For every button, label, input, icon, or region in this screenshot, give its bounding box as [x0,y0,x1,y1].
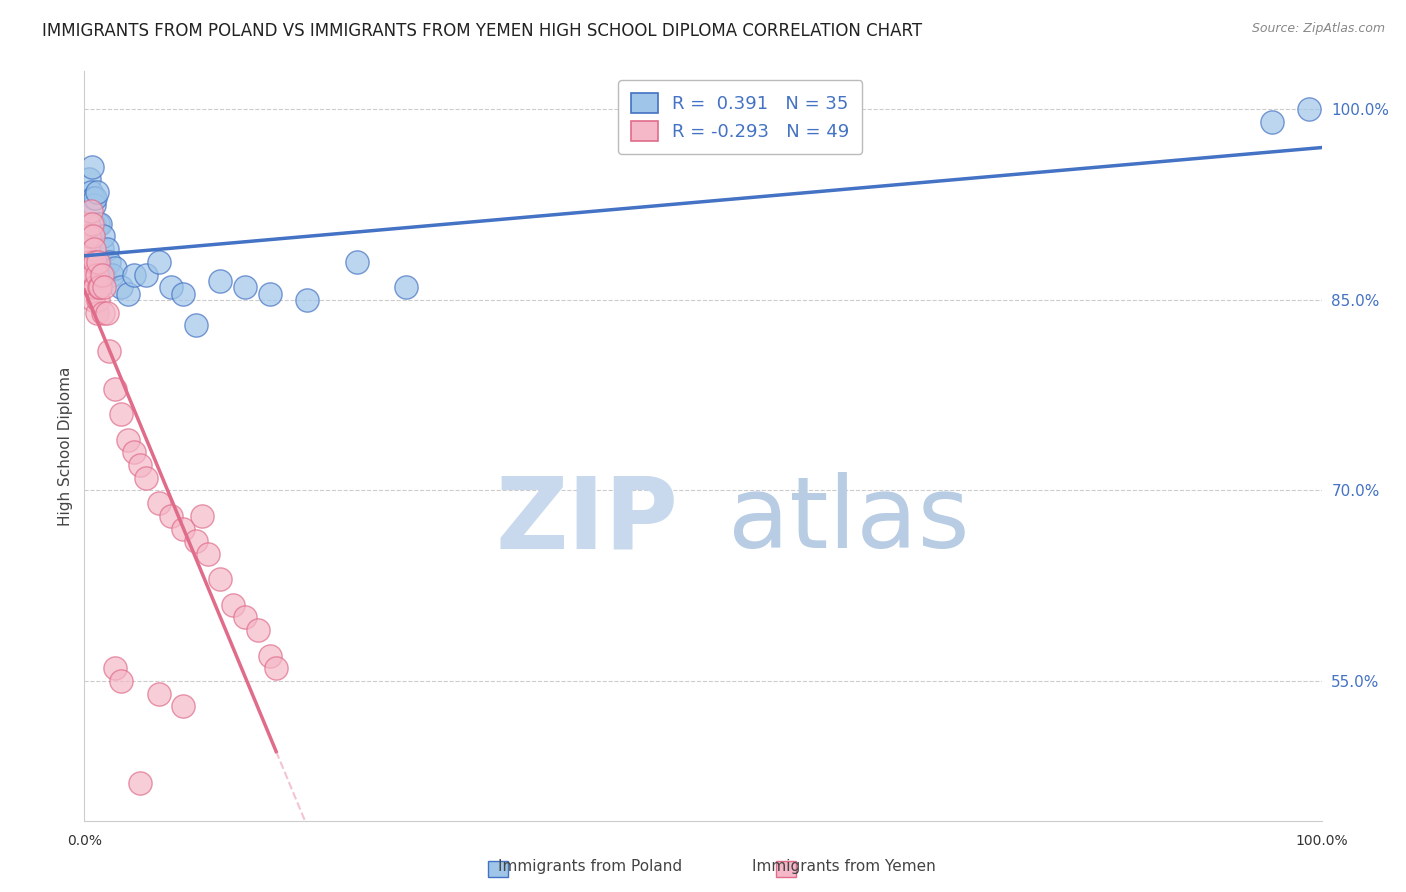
Point [83,217,105,231]
Point [82,293,104,307]
Point [184,534,207,549]
Point [1261,115,1284,129]
Point [96,306,118,320]
Point [87,217,110,231]
Point [184,318,207,333]
Point [80,255,103,269]
Point [122,445,145,459]
Point [172,522,194,536]
Bar [488,861,508,877]
Point [129,775,152,789]
Point [172,699,194,714]
Text: IMMIGRANTS FROM POLAND VS IMMIGRANTS FROM YEMEN HIGH SCHOOL DIPLOMA CORRELATION : IMMIGRANTS FROM POLAND VS IMMIGRANTS FRO… [42,22,922,40]
Point [346,255,368,269]
Point [77,217,100,231]
Point [82,229,104,244]
Point [79,229,101,244]
Point [259,648,281,663]
Point [295,293,318,307]
Point [104,661,127,675]
Point [84,255,107,269]
Point [172,286,194,301]
Point [83,197,105,211]
Point [117,286,139,301]
Point [84,280,107,294]
Point [104,261,127,276]
Point [96,242,118,256]
Point [91,229,114,244]
Point [87,293,110,307]
Point [259,286,281,301]
Point [90,242,112,256]
Point [90,268,112,282]
Legend: R =  0.391   N = 35, R = -0.293   N = 49: R = 0.391 N = 35, R = -0.293 N = 49 [619,80,862,153]
Text: 0.0%: 0.0% [67,834,101,848]
Y-axis label: High School Diploma: High School Diploma [58,367,73,525]
Point [148,255,170,269]
Point [129,458,152,472]
Point [89,280,111,294]
Point [246,623,269,637]
Point [122,268,145,282]
Point [110,280,132,294]
Point [135,268,157,282]
Point [117,433,139,447]
Point [148,687,170,701]
Point [135,471,157,485]
Text: Immigrants from Poland: Immigrants from Poland [499,859,682,874]
Point [82,191,104,205]
Text: atlas: atlas [728,473,969,569]
Point [93,280,115,294]
Point [222,598,245,612]
Point [197,547,219,561]
Point [209,572,232,586]
Point [79,204,101,219]
Point [77,242,100,256]
Point [93,268,115,282]
Point [82,229,104,244]
Point [89,255,111,269]
Point [80,217,103,231]
Point [86,306,108,320]
Point [82,268,104,282]
Point [110,407,132,421]
Text: 100.0%: 100.0% [1295,834,1348,848]
Point [264,661,287,675]
Point [104,382,127,396]
Point [80,160,103,174]
Point [148,496,170,510]
Point [395,280,418,294]
Point [98,343,121,358]
Point [83,280,105,294]
Point [79,268,101,282]
Point [98,255,121,269]
Point [79,255,101,269]
Point [160,508,183,523]
Text: Immigrants from Yemen: Immigrants from Yemen [752,859,935,874]
Point [79,185,101,199]
Point [209,274,232,288]
Point [87,255,110,269]
Point [89,280,111,294]
Point [91,306,114,320]
Point [79,172,101,186]
Point [233,610,256,624]
Point [1298,103,1320,117]
Point [84,191,107,205]
Text: Source: ZipAtlas.com: Source: ZipAtlas.com [1251,22,1385,36]
Point [89,217,111,231]
Point [83,242,105,256]
Point [191,508,214,523]
Point [110,673,132,688]
Point [233,280,256,294]
Point [86,185,108,199]
Point [160,280,183,294]
Text: ZIP: ZIP [495,473,678,569]
Bar [776,861,796,877]
Point [86,268,108,282]
Point [100,268,122,282]
